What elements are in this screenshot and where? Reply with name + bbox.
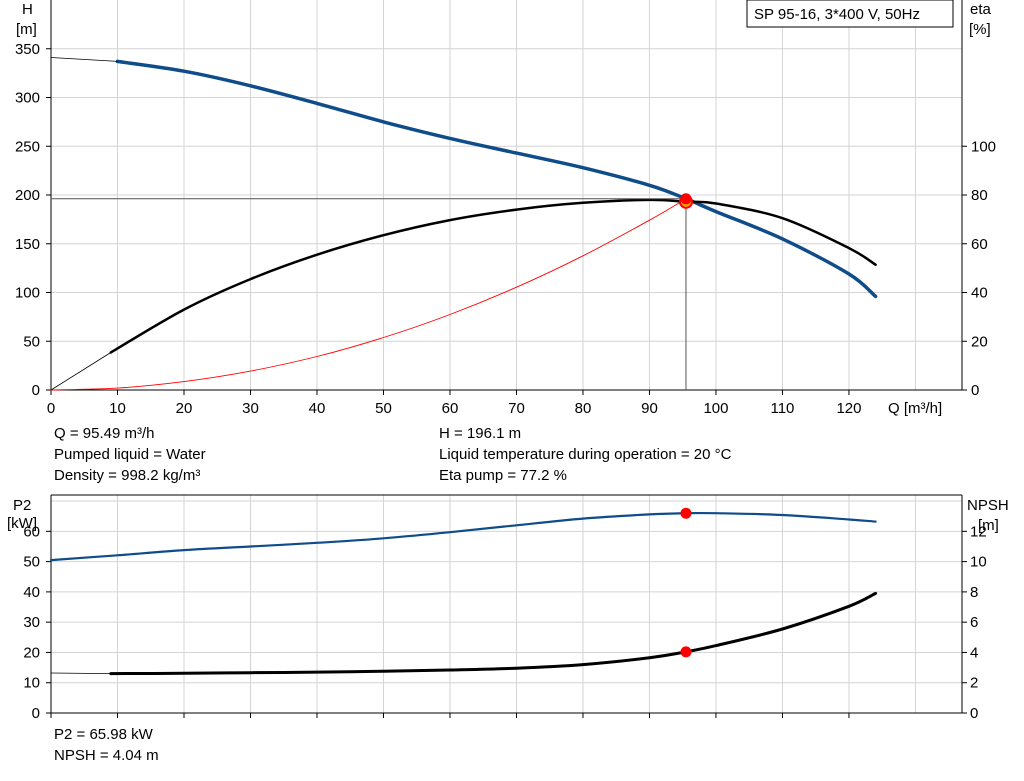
operating-point-npsh-marker (680, 646, 692, 658)
info-bottom: P2 = 65.98 kW NPSH = 4.04 m (54, 724, 159, 766)
y-tick-label-left: 50 (23, 554, 40, 571)
operating-point-power-marker (680, 507, 692, 519)
y-tick-label-right: 12 (970, 523, 987, 540)
y-tick-label-left: 350 (15, 41, 40, 58)
y-tick-label-left: 50 (23, 333, 40, 350)
y-tick-label-left: 40 (23, 584, 40, 601)
y-tick-label-left: 20 (23, 644, 40, 661)
series-extrapolation (50, 352, 112, 391)
series-system (50, 198, 687, 391)
series-extrapolation (50, 672, 112, 674)
y-tick-label-left: 300 (15, 90, 40, 107)
y-tick-label-left: 100 (15, 285, 40, 302)
y-axis-title-right: eta (970, 1, 992, 18)
y-tick-label-right: 0 (971, 382, 979, 399)
x-tick-label: 80 (575, 400, 592, 417)
y-axis-title-left: P2 (13, 497, 31, 514)
y-axis-title-right: NPSH (967, 497, 1009, 514)
y-axis-unit-right: [%] (969, 21, 991, 38)
info-pumped-liquid: Pumped liquid = Water (54, 446, 206, 463)
y-axis-unit-left: [kW] (7, 515, 37, 532)
operating-point-head-marker (680, 193, 692, 205)
series-head (115, 59, 878, 299)
y-axis-unit-right: [m] (978, 517, 999, 534)
y-tick-label-left: 0 (32, 705, 40, 722)
y-tick-label-right: 40 (971, 285, 988, 302)
x-tick-label: 110 (770, 400, 794, 417)
x-tick-label: 10 (109, 400, 126, 417)
x-tick-label: 30 (242, 400, 259, 417)
x-tick-label: 0 (47, 400, 55, 417)
info-right-top: H = 196.1 m Liquid temperature during op… (439, 423, 731, 486)
y-tick-label-left: 0 (32, 382, 40, 399)
y-tick-label-left: 200 (15, 187, 40, 204)
x-tick-label: 40 (309, 400, 326, 417)
x-tick-label: 120 (836, 400, 861, 417)
info-left-top: Q = 95.49 m³/h Pumped liquid = Water Den… (54, 423, 206, 486)
x-tick-label: 20 (176, 400, 193, 417)
y-tick-label-left: 30 (23, 614, 40, 631)
x-tick-label: 60 (442, 400, 459, 417)
y-axis-title-left: H (22, 1, 33, 18)
x-tick-label: 90 (641, 400, 658, 417)
y-tick-label-left: 150 (15, 236, 40, 253)
y-tick-label-right: 10 (970, 554, 987, 571)
info-density: Density = 998.2 kg/m³ (54, 467, 201, 484)
y-tick-label-right: 2 (970, 675, 978, 692)
info-liquid-temperature: Liquid temperature during operation = 20… (439, 446, 732, 463)
info-npsh: NPSH = 4.04 m (54, 747, 159, 764)
y-tick-label-right: 6 (970, 614, 978, 631)
series-npsh (109, 591, 878, 676)
y-tick-label-left: 60 (23, 523, 40, 540)
info-power: P2 = 65.98 kW (54, 726, 153, 743)
y-axis-unit-left: [m] (16, 21, 37, 38)
info-flow: Q = 95.49 m³/h (54, 425, 155, 442)
x-tick-label: 70 (508, 400, 525, 417)
y-tick-label-left: 250 (15, 138, 40, 155)
series-extrapolation (50, 57, 118, 62)
y-tick-label-right: 60 (971, 236, 988, 253)
y-tick-label-right: 0 (970, 705, 978, 722)
chart-title-box (746, 0, 954, 28)
info-head: H = 196.1 m (439, 425, 522, 442)
y-tick-label-right: 100 (971, 138, 996, 155)
series-efficiency (109, 198, 877, 354)
x-axis-title: Q [m³/h] (888, 400, 942, 417)
chart-title: SP 95-16, 3*400 V, 50Hz (754, 6, 920, 23)
x-tick-label: 50 (375, 400, 392, 417)
y-tick-label-right: 8 (970, 584, 978, 601)
y-tick-label-right: 4 (970, 644, 978, 661)
series-power (49, 511, 877, 562)
y-tick-label-left: 10 (23, 675, 40, 692)
x-tick-label: 100 (703, 400, 728, 417)
y-tick-label-right: 80 (971, 187, 988, 204)
info-eta-pump: Eta pump = 77.2 % (439, 467, 567, 484)
y-tick-label-right: 20 (971, 333, 988, 350)
